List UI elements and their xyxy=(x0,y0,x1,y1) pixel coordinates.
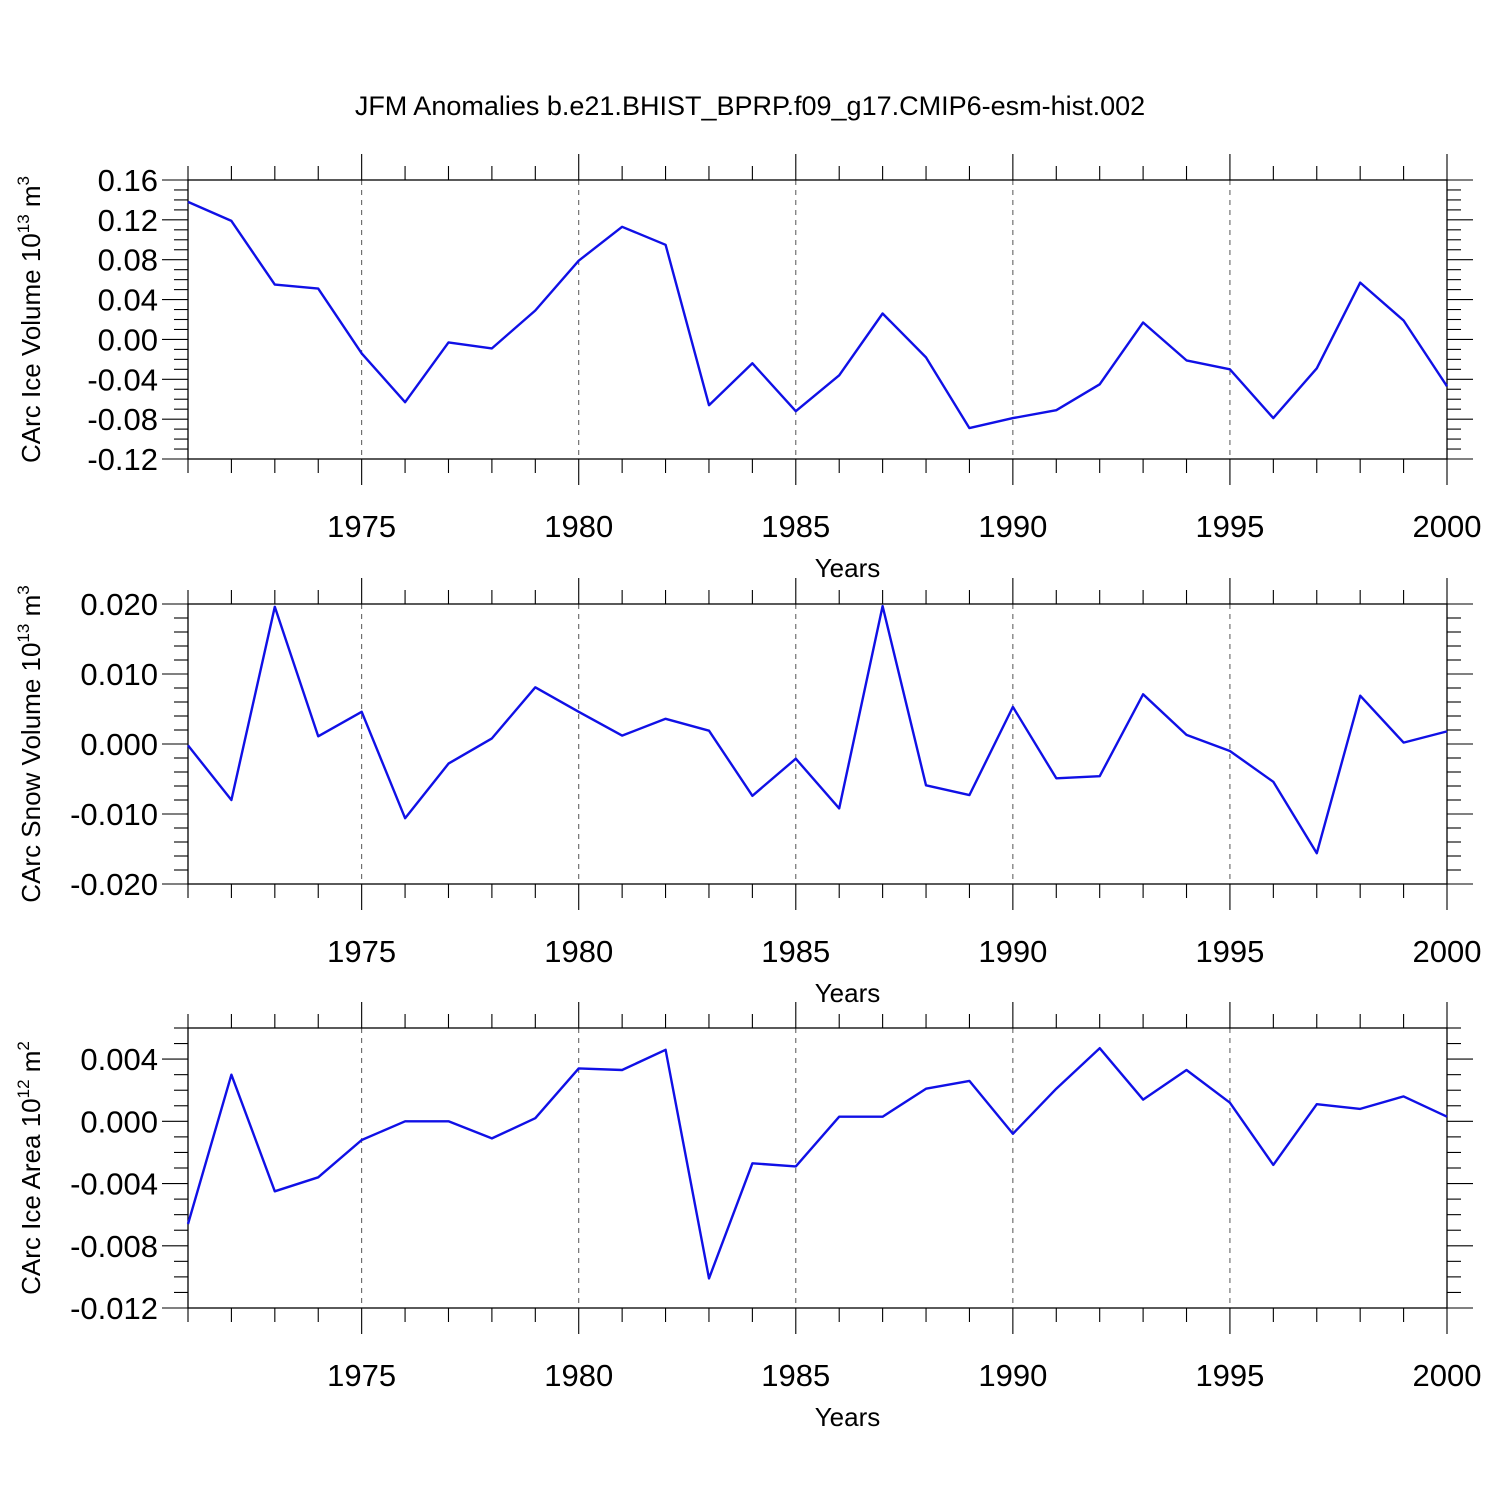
x-tick-label: 1985 xyxy=(761,509,830,544)
x-axis-label: Years xyxy=(815,1402,881,1432)
y-axis-label: CArc Snow Volume 1013 m3 xyxy=(14,585,46,902)
y-tick-label: 0.010 xyxy=(80,657,158,692)
y-tick-label: -0.020 xyxy=(70,867,158,902)
y-tick-label: -0.004 xyxy=(70,1167,158,1202)
series-line xyxy=(186,1046,1448,1280)
x-axis-label: Years xyxy=(815,978,881,1008)
y-tick-label: 0.000 xyxy=(80,727,158,762)
x-tick-label: 1995 xyxy=(1195,1358,1264,1393)
x-tick-label: 1990 xyxy=(978,934,1047,969)
x-tick-label: 2000 xyxy=(1413,509,1482,544)
x-tick-label: 1990 xyxy=(978,509,1047,544)
x-tick-label: 1995 xyxy=(1195,934,1264,969)
y-tick-label: 0.004 xyxy=(80,1042,158,1077)
panel-ice-volume: -0.12 -0.08 -0.04 0.00 0.04 0.08 0.12 0.16 1975 1… xyxy=(14,154,1481,583)
y-tick-label: -0.010 xyxy=(70,797,158,832)
x-axis-label: Years xyxy=(815,553,881,583)
series-line xyxy=(187,200,1449,430)
y-tick-label: 0.12 xyxy=(98,203,158,238)
x-tick-label: 1975 xyxy=(327,934,396,969)
x-tick-label: 1985 xyxy=(761,1358,830,1393)
y-tick-label: -0.12 xyxy=(87,442,158,477)
y-tick-label: 0.020 xyxy=(80,587,158,622)
y-axis-label: CArc Ice Area 1012 m2 xyxy=(14,1041,46,1295)
y-axis-label: CArc Ice Volume 1013 m3 xyxy=(14,176,46,463)
y-tick-label: 0.000 xyxy=(80,1104,158,1139)
y-tick-label: 0.16 xyxy=(98,163,158,198)
x-tick-label: 1985 xyxy=(761,934,830,969)
panel-ice-area: -0.012 -0.008 -0.004 0.000 0.004 1975 1980 1985… xyxy=(14,1002,1481,1432)
y-tick-label: 0.04 xyxy=(98,283,158,318)
y-tick-label: -0.012 xyxy=(70,1291,158,1326)
panel-snow-volume: -0.020 -0.010 0.000 0.010 0.020 1975 1980 1985 1… xyxy=(14,578,1481,1008)
y-tick-label: 0.08 xyxy=(98,243,158,278)
x-tick-label: 1980 xyxy=(544,509,613,544)
y-tick-label: -0.08 xyxy=(87,402,158,437)
x-tick-label: 1980 xyxy=(544,934,613,969)
x-tick-label: 1980 xyxy=(544,1358,613,1393)
series-line xyxy=(187,604,1448,855)
y-tick-label: 0.00 xyxy=(98,322,158,357)
x-tick-label: 2000 xyxy=(1413,934,1482,969)
y-tick-label: -0.04 xyxy=(87,362,158,397)
x-tick-label: 1990 xyxy=(978,1358,1047,1393)
y-tick-label: -0.008 xyxy=(70,1229,158,1264)
figure-title: JFM Anomalies b.e21.BHIST_BPRP.f09_g17.C… xyxy=(355,91,1145,121)
x-tick-label: 2000 xyxy=(1413,1358,1482,1393)
x-tick-label: 1995 xyxy=(1195,509,1264,544)
x-tick-label: 1975 xyxy=(327,1358,396,1393)
x-tick-label: 1975 xyxy=(327,509,396,544)
